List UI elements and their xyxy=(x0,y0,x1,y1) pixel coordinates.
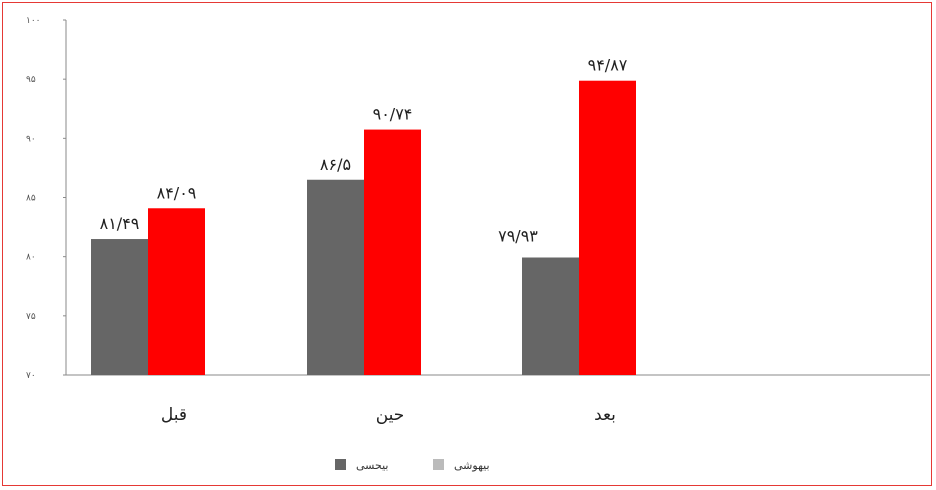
legend-swatch xyxy=(335,459,346,470)
y-tick-label: ۹۵ xyxy=(26,75,36,85)
bar-series1-2 xyxy=(307,179,364,375)
bar-series1-3 xyxy=(522,257,579,375)
y-tick-label: ۸۰ xyxy=(26,253,36,263)
y-tick-label: ۱۰۰ xyxy=(26,16,41,26)
legend-label: بیحسی xyxy=(356,459,388,472)
data-labels: ۸۱/۴۹ ۸۴/۰۹ ۸۶/۵ ۹۰/۷۴ ۷۹/۹۳ ۹۴/۸۷ xyxy=(100,56,628,246)
y-tick-label: ۷۵ xyxy=(26,312,36,322)
bar-series2-3 xyxy=(579,80,636,375)
bar-series2-2 xyxy=(364,129,421,375)
bar-series2-1 xyxy=(148,208,205,375)
data-label: ۷۹/۹۳ xyxy=(498,226,538,245)
y-axis-ticks: ۷۰ ۷۵ ۸۰ ۸۵ ۹۰ ۹۵ ۱۰۰ xyxy=(26,16,66,381)
y-tick-label: ۹۰ xyxy=(26,134,36,144)
category-label: بعد xyxy=(594,405,616,425)
category-label: حین xyxy=(376,405,405,425)
chart-bars xyxy=(91,80,636,375)
data-label: ۸۱/۴۹ xyxy=(100,214,140,233)
chart-legend: بیحسی بیهوشی xyxy=(335,459,490,472)
category-label: قبل xyxy=(161,405,187,425)
data-label: ۹۰/۷۴ xyxy=(373,105,413,124)
y-tick-label: ۷۰ xyxy=(26,371,36,381)
bar-series1-1 xyxy=(91,239,148,375)
category-labels: قبل حین بعد xyxy=(161,405,616,425)
data-label: ۹۴/۸۷ xyxy=(588,56,628,75)
data-label: ۸۶/۵ xyxy=(320,155,351,174)
legend-swatch xyxy=(433,459,444,470)
data-label: ۸۴/۰۹ xyxy=(157,183,197,202)
legend-label: بیهوشی xyxy=(454,459,490,472)
y-tick-label: ۸۵ xyxy=(26,194,36,204)
